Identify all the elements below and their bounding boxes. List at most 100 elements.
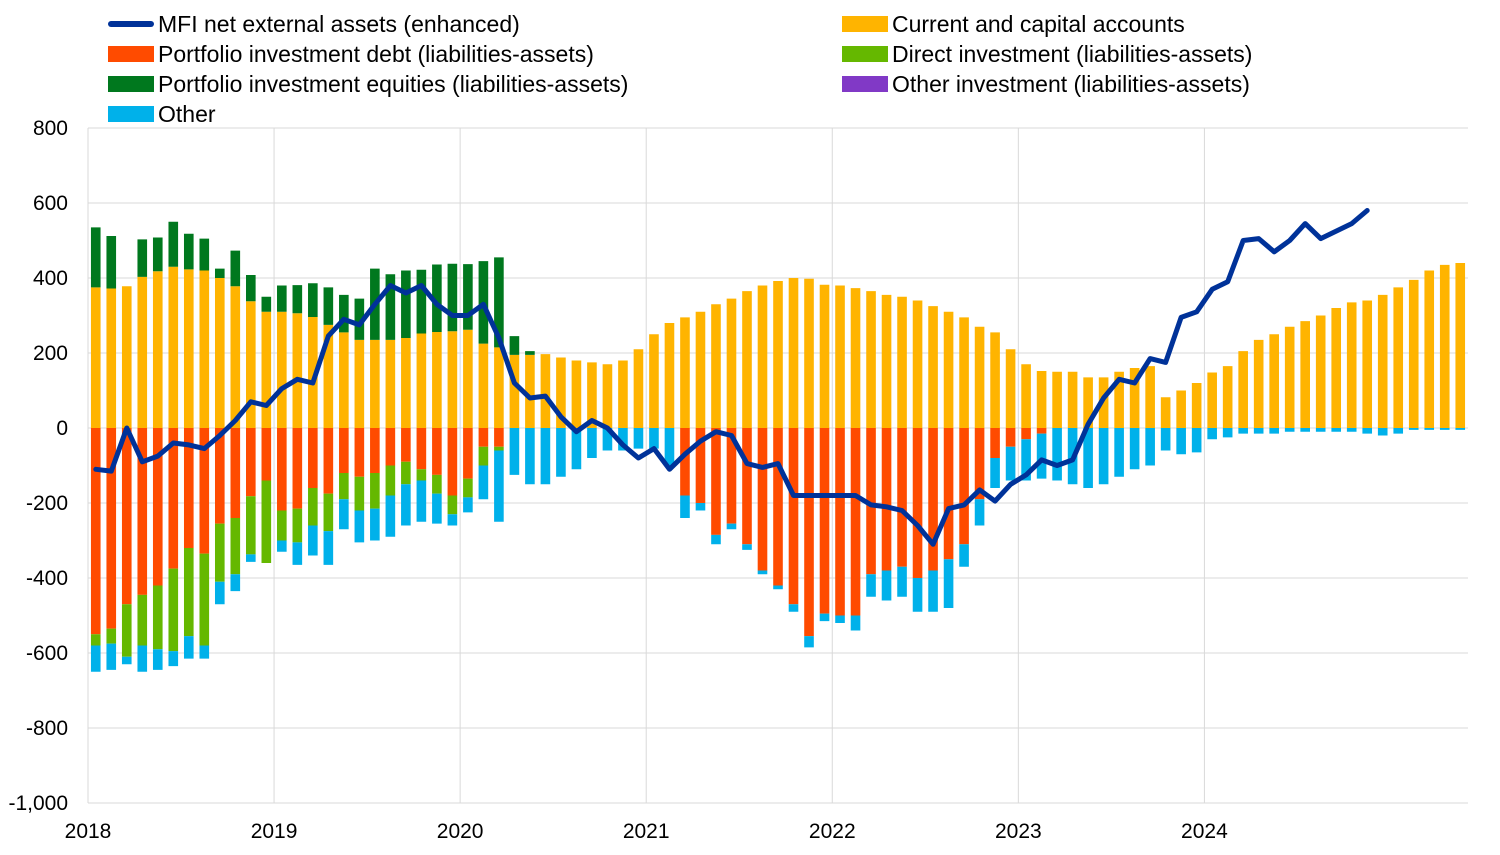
y-tick-label: -200 — [26, 492, 68, 515]
bar-segment-5 — [819, 613, 830, 622]
bar-segment-5 — [773, 585, 783, 590]
bar-segment-5 — [152, 649, 163, 670]
bar-segment-0 — [618, 360, 628, 428]
bar-segment-0 — [323, 324, 334, 428]
bar-segment-5 — [1300, 428, 1310, 432]
bar-segment-1 — [230, 428, 241, 518]
bar-segment-5 — [1098, 428, 1109, 485]
bar-segment-0 — [1253, 339, 1264, 428]
bar-segment-3 — [401, 270, 411, 338]
bar-segment-1 — [1021, 428, 1031, 440]
bar-segment-0 — [1052, 371, 1062, 428]
bar-segment-1 — [866, 428, 876, 575]
bar-segment-0 — [943, 311, 954, 428]
bar-segment-1 — [121, 428, 132, 605]
bar-segment-0 — [447, 331, 458, 428]
bar-segment-5 — [1021, 439, 1031, 481]
axis-layer: -1,000 -800 -600 -400 -200 0 200 400 600 800 2018 2… — [8, 117, 1228, 843]
bar-segment-5 — [664, 428, 675, 466]
bar-segment-0 — [183, 269, 194, 428]
legend-item-direct-investment: Direct investment (liabilities-assets) — [842, 40, 1252, 68]
bar-segment-0 — [1067, 371, 1078, 428]
bar-segment-5 — [726, 523, 737, 530]
bar-segment-5 — [1439, 428, 1450, 430]
bar-segment-0 — [137, 276, 148, 428]
bar-segment-1 — [974, 428, 985, 500]
bar-segment-1 — [183, 428, 194, 548]
bar-segment-0 — [1269, 334, 1279, 428]
bar-segment-2 — [494, 446, 504, 451]
bar-segment-0 — [354, 339, 365, 428]
bar-segment-0 — [850, 288, 861, 428]
bar-segment-5 — [1083, 428, 1093, 488]
legend-swatch-other — [108, 106, 154, 122]
bar-segment-0 — [1021, 364, 1031, 428]
bar-segment-0 — [246, 301, 256, 428]
bar-segment-1 — [494, 428, 504, 447]
bar-segment-1 — [323, 428, 334, 494]
bar-segment-1 — [819, 428, 830, 614]
bar-segment-1 — [928, 428, 938, 571]
bar-segment-0 — [339, 332, 349, 428]
bar-segment-1 — [447, 428, 458, 496]
bar-segment-1 — [463, 428, 473, 479]
bar-segment-0 — [277, 311, 287, 428]
bar-layer — [90, 221, 1466, 672]
bar-segment-0 — [587, 362, 597, 428]
bar-segment-0 — [1191, 383, 1202, 428]
bar-segment-1 — [804, 428, 814, 637]
bar-segment-5 — [1145, 428, 1155, 466]
bar-segment-5 — [912, 578, 923, 612]
bar-segment-1 — [850, 428, 861, 616]
bar-segment-5 — [959, 544, 969, 567]
bar-segment-1 — [788, 428, 799, 605]
bar-segment-5 — [463, 497, 473, 513]
bar-segment-1 — [1005, 428, 1016, 447]
bar-segment-1 — [308, 428, 318, 488]
bar-segment-0 — [959, 317, 969, 428]
legend-label-portfolio-equities: Portfolio investment equities (liabiliti… — [158, 71, 629, 97]
bar-segment-0 — [1222, 366, 1233, 428]
bar-segment-3 — [416, 269, 427, 334]
bar-segment-0 — [897, 296, 907, 428]
bar-segment-5 — [1176, 428, 1186, 455]
bar-segment-5 — [742, 544, 752, 550]
bar-segment-5 — [1114, 428, 1124, 477]
bar-segment-0 — [804, 278, 814, 428]
bar-segment-0 — [835, 285, 845, 428]
bar-segment-5 — [540, 428, 551, 485]
bar-segment-5 — [370, 508, 380, 541]
mfi-line — [93, 208, 1370, 547]
bar-segment-2 — [121, 604, 132, 657]
bar-segment-2 — [416, 469, 427, 481]
bar-segment-2 — [292, 508, 303, 543]
bar-segment-0 — [1145, 366, 1155, 428]
bar-segment-1 — [726, 428, 737, 524]
bar-segment-0 — [1362, 300, 1373, 428]
bar-segment-1 — [199, 428, 210, 554]
bar-segment-5 — [788, 604, 799, 612]
legend-item-portfolio-debt: Portfolio investment debt (liabilities-a… — [108, 40, 594, 68]
bar-segment-0 — [773, 281, 783, 428]
bar-segment-0 — [990, 332, 1000, 428]
bar-segment-0 — [494, 347, 504, 428]
bar-segment-0 — [711, 304, 721, 428]
legend-label-other: Other — [158, 101, 216, 127]
bar-segment-2 — [370, 473, 380, 509]
bar-segment-0 — [1424, 270, 1435, 428]
bar-segment-5 — [246, 554, 256, 562]
bar-segment-5 — [1377, 428, 1388, 436]
bar-segment-5 — [494, 450, 504, 522]
bar-segment-1 — [695, 428, 706, 503]
bar-segment-1 — [959, 428, 969, 545]
bar-segment-5 — [1455, 428, 1466, 430]
bar-segment-2 — [447, 495, 458, 515]
bar-segment-2 — [214, 523, 225, 582]
bar-segment-5 — [1315, 428, 1326, 432]
bar-segment-2 — [463, 478, 473, 498]
bar-segment-1 — [152, 428, 163, 586]
bar-segment-0 — [509, 354, 520, 428]
bar-segment-5 — [323, 531, 334, 565]
bar-segment-1 — [261, 428, 272, 481]
bar-segment-1 — [943, 428, 954, 560]
